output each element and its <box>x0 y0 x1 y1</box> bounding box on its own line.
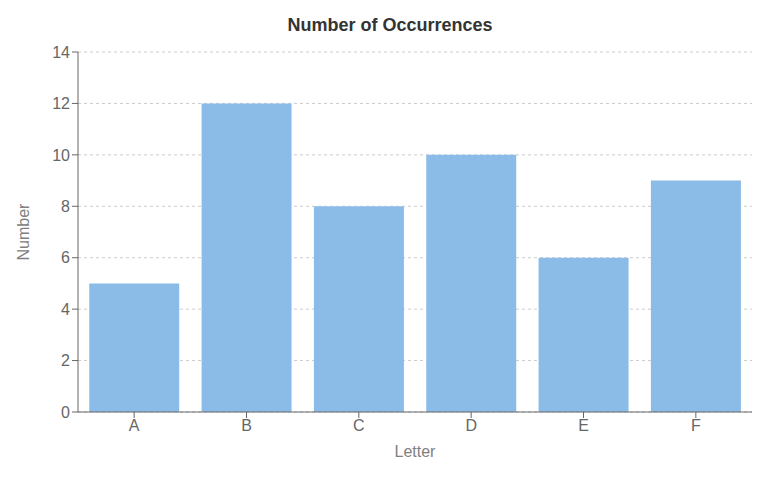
svg-text:B: B <box>241 417 252 434</box>
svg-text:F: F <box>691 417 701 434</box>
svg-text:D: D <box>465 417 477 434</box>
svg-text:6: 6 <box>61 249 70 266</box>
svg-text:2: 2 <box>61 352 70 369</box>
svg-text:14: 14 <box>52 44 70 61</box>
svg-text:Letter: Letter <box>395 443 437 460</box>
svg-text:8: 8 <box>61 198 70 215</box>
svg-text:C: C <box>353 417 365 434</box>
svg-text:0: 0 <box>61 404 70 421</box>
svg-text:10: 10 <box>52 147 70 164</box>
html-text:Number of Occurrences: Number of Occurrences <box>287 15 493 35</box>
svg-text:E: E <box>578 417 589 434</box>
svg-text:Number: Number <box>15 203 32 261</box>
svg-text:4: 4 <box>61 301 70 318</box>
svg-text:12: 12 <box>52 95 70 112</box>
svg-text:A: A <box>129 417 140 434</box>
